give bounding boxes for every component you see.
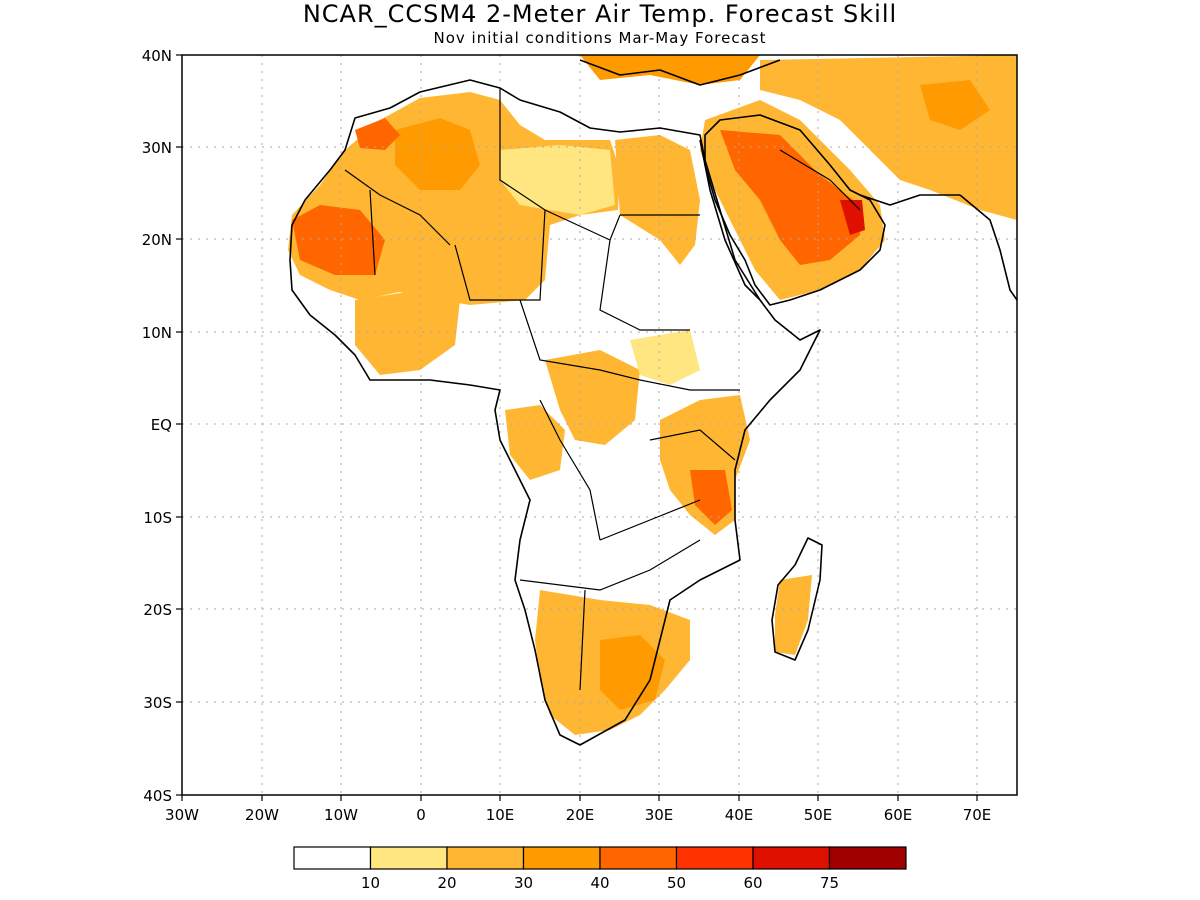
colorbar-labels: 10 20 30 40 50 60 75 <box>361 874 839 892</box>
map-area <box>182 55 1017 795</box>
africa-coastline <box>289 79 821 746</box>
lon-label: 0 <box>416 806 426 824</box>
colorbar-label: 40 <box>590 874 609 892</box>
lat-label: 10S <box>143 509 172 527</box>
lon-labels: 30W 20W 10W 0 10E 20E 30E 40E 50E 60E 70… <box>165 806 991 824</box>
skill-region-south-core <box>600 635 665 710</box>
skill-region-arabia-core <box>720 130 860 265</box>
colorbar-swatch-2 <box>446 846 525 870</box>
arabia-coastline <box>704 114 886 306</box>
skill-region-mauritania <box>292 205 385 275</box>
coastlines <box>289 59 1017 746</box>
india-coastline <box>959 194 1017 301</box>
colorbar-swatch-6 <box>752 846 831 870</box>
colorbar-label: 20 <box>437 874 456 892</box>
lat-label: 40S <box>143 787 172 805</box>
lat-label: EQ <box>151 416 172 434</box>
colorbar-label: 75 <box>820 874 839 892</box>
lon-label: 30W <box>165 806 199 824</box>
iran-coastline <box>859 194 960 206</box>
lon-label: 30E <box>645 806 674 824</box>
colorbar-swatch-4 <box>599 846 678 870</box>
colorbar-swatch-0 <box>293 846 372 870</box>
lon-label: 70E <box>963 806 992 824</box>
lat-label: 20S <box>143 601 172 619</box>
red-sea-west <box>699 139 761 301</box>
colorbar-swatch-5 <box>675 846 754 870</box>
lat-label: 30S <box>143 694 172 712</box>
lat-label: 10N <box>142 324 172 342</box>
colorbar-label: 30 <box>514 874 533 892</box>
lon-label: 20W <box>245 806 279 824</box>
colorbar <box>293 846 907 870</box>
lat-labels: 40N 30N 20N 10N EQ 10S 20S 30S 40S <box>142 47 172 805</box>
colorbar-swatch-1 <box>369 846 448 870</box>
map-frame <box>181 54 1018 796</box>
skill-region-iran-core <box>920 80 990 130</box>
med-coast-north <box>579 59 781 86</box>
colorbar-swatch-3 <box>522 846 601 870</box>
skill-region-med <box>580 55 760 85</box>
gridlines <box>182 55 1017 795</box>
map-subtitle: Nov initial conditions Mar-May Forecast <box>433 29 767 47</box>
lon-label: 10W <box>324 806 358 824</box>
lat-label: 20N <box>142 231 172 249</box>
skill-region-morocco <box>355 118 400 150</box>
skill-region-algeria <box>395 118 480 190</box>
skill-region-nile <box>615 135 700 265</box>
map-title: NCAR_CCSM4 2-Meter Air Temp. Forecast Sk… <box>302 0 898 28</box>
lon-label: 50E <box>804 806 833 824</box>
lat-label: 30N <box>142 139 172 157</box>
lon-label: 20E <box>566 806 595 824</box>
colorbar-swatch-7 <box>828 846 907 870</box>
lon-label: 40E <box>725 806 754 824</box>
lat-label: 40N <box>142 47 172 65</box>
borders <box>344 88 861 691</box>
madagascar-coastline <box>771 537 823 661</box>
colorbar-label: 50 <box>667 874 686 892</box>
lon-label: 60E <box>884 806 913 824</box>
skill-region-sahel-east <box>500 145 615 215</box>
skill-region-tanzania <box>690 470 732 525</box>
skill-shading <box>288 55 1017 735</box>
colorbar-label: 60 <box>743 874 762 892</box>
lon-label: 10E <box>486 806 515 824</box>
skill-region-madagascar <box>775 575 812 655</box>
skill-region-sudan-s <box>630 330 700 385</box>
colorbar-label: 10 <box>361 874 380 892</box>
